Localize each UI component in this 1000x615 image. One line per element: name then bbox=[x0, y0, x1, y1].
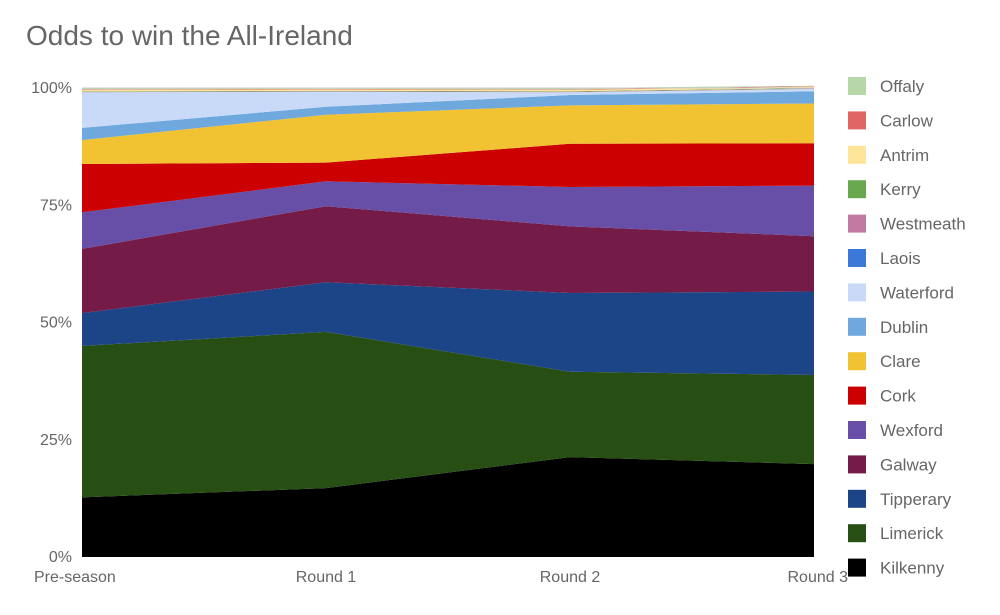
legend-label: Antrim bbox=[880, 146, 929, 165]
legend-swatch bbox=[848, 386, 866, 405]
area-waterford bbox=[82, 88, 814, 128]
legend-swatch bbox=[848, 489, 866, 508]
legend-label: Limerick bbox=[880, 524, 944, 543]
legend-label: Laois bbox=[880, 249, 921, 268]
legend-swatch bbox=[848, 214, 866, 233]
legend-swatch bbox=[848, 283, 866, 302]
legend-swatch bbox=[848, 317, 866, 336]
legend-swatch bbox=[848, 524, 866, 543]
x-tick-label: Round 1 bbox=[296, 569, 357, 586]
area-galway bbox=[82, 206, 814, 314]
area-antrim bbox=[82, 86, 814, 92]
legend-item-tipperary[interactable]: Tipperary bbox=[848, 489, 952, 509]
area-cork bbox=[82, 143, 814, 213]
legend-swatch bbox=[848, 352, 866, 371]
legend-item-waterford[interactable]: Waterford bbox=[848, 283, 954, 302]
legend-item-dublin[interactable]: Dublin bbox=[848, 317, 928, 337]
legend-swatch bbox=[848, 249, 866, 267]
legend-label: Kilkenny bbox=[880, 559, 945, 578]
y-tick-label: 25% bbox=[40, 432, 72, 449]
legend-label: Tipperary bbox=[880, 490, 952, 509]
area-westmeath bbox=[82, 88, 814, 93]
legend-item-cork[interactable]: Cork bbox=[848, 386, 916, 406]
legend-label: Clare bbox=[880, 352, 921, 371]
legend-item-laois[interactable]: Laois bbox=[848, 249, 921, 268]
legend: Offaly Carlow Antrim Kerry Westmeath Laois Wat… bbox=[848, 77, 966, 578]
chart-title: Odds to win the All-Ireland bbox=[26, 20, 353, 51]
legend-label: Dublin bbox=[880, 318, 928, 337]
area-clare bbox=[82, 103, 814, 164]
x-axis-ticks: Pre-season Round 1 Round 2 Round 3 bbox=[34, 569, 848, 586]
y-tick-label: 50% bbox=[40, 315, 72, 332]
legend-label: Offaly bbox=[880, 77, 925, 96]
y-tick-label: 100% bbox=[31, 80, 72, 97]
legend-item-kilkenny[interactable]: Kilkenny bbox=[848, 558, 945, 578]
area-carlow bbox=[82, 86, 814, 90]
legend-label: Carlow bbox=[880, 111, 934, 130]
legend-swatch bbox=[848, 455, 866, 474]
legend-item-kerry[interactable]: Kerry bbox=[848, 180, 921, 199]
legend-label: Kerry bbox=[880, 180, 921, 199]
area-dublin bbox=[82, 91, 814, 141]
area-tipperary bbox=[82, 282, 814, 375]
legend-item-wexford[interactable]: Wexford bbox=[848, 421, 943, 440]
area-wexford bbox=[82, 181, 814, 249]
legend-item-limerick[interactable]: Limerick bbox=[848, 524, 944, 543]
x-tick-label: Round 3 bbox=[788, 569, 849, 586]
area-limerick bbox=[82, 331, 814, 498]
legend-swatch bbox=[848, 145, 866, 164]
legend-swatch bbox=[848, 421, 866, 439]
legend-item-galway[interactable]: Galway bbox=[848, 455, 937, 474]
x-tick-label: Round 2 bbox=[540, 569, 601, 586]
x-tick-label: Pre-season bbox=[34, 569, 116, 586]
legend-item-westmeath[interactable]: Westmeath bbox=[848, 214, 966, 234]
plot-areas bbox=[82, 85, 814, 557]
area-kerry bbox=[82, 88, 814, 92]
y-axis-ticks: 0% 25% 50% 75% 100% bbox=[31, 80, 72, 566]
legend-label: Galway bbox=[880, 455, 937, 474]
y-tick-label: 0% bbox=[49, 549, 72, 566]
area-kilkenny bbox=[82, 457, 814, 557]
legend-swatch bbox=[848, 180, 866, 199]
legend-label: Cork bbox=[880, 387, 916, 406]
legend-item-carlow[interactable]: Carlow bbox=[848, 111, 934, 130]
legend-item-offaly[interactable]: Offaly bbox=[848, 77, 925, 96]
legend-swatch bbox=[848, 111, 866, 130]
legend-label: Wexford bbox=[880, 421, 943, 440]
legend-label: Westmeath bbox=[880, 215, 966, 234]
legend-item-antrim[interactable]: Antrim bbox=[848, 145, 929, 165]
legend-item-clare[interactable]: Clare bbox=[848, 352, 921, 371]
legend-swatch bbox=[848, 558, 866, 577]
legend-label: Waterford bbox=[880, 283, 954, 302]
legend-swatch bbox=[848, 77, 866, 95]
y-tick-label: 75% bbox=[40, 197, 72, 214]
